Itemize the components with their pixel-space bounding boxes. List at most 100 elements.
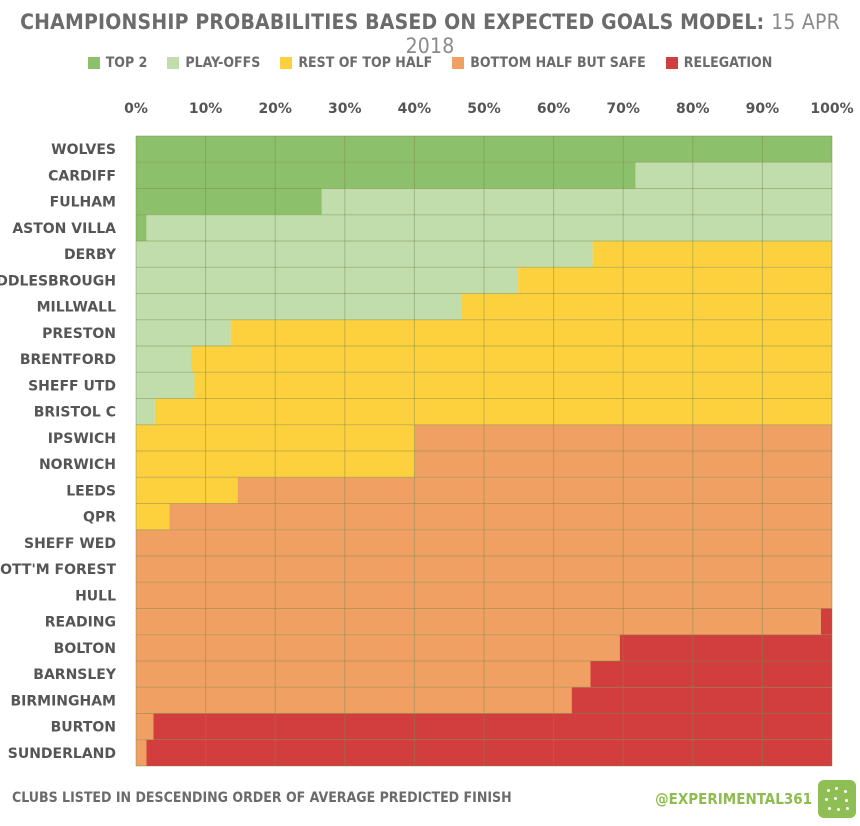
row-label-preston: PRESTON: [42, 326, 116, 342]
bar-hull-bottom-half-but-safe: [136, 582, 832, 609]
legend-label-relegation: RELEGATION: [683, 55, 773, 71]
bar-cardiff-play-offs: [635, 162, 832, 189]
bar-preston-rest-of-top-half: [230, 319, 832, 346]
legend-item-rest-top-half: REST OF TOP HALF: [280, 55, 432, 71]
experimental361-logo-icon: [818, 780, 856, 818]
row-label-reading: READING: [45, 615, 116, 631]
bar-sheff-utd-play-offs: [136, 372, 195, 399]
bar-millwall-rest-of-top-half: [461, 293, 832, 320]
bar-brentford-play-offs: [136, 346, 191, 373]
bar-bolton-relegation: [619, 634, 832, 661]
bar-bristol-c-rest-of-top-half: [154, 398, 833, 425]
x-tick-label-6: 60%: [537, 101, 571, 117]
x-tick-label-0: 0%: [124, 101, 148, 117]
x-tick-label-1: 10%: [189, 101, 223, 117]
chart-date: 15 APR 2018: [405, 10, 840, 58]
x-tick-label-10: 100%: [810, 101, 853, 117]
bar-burton-bottom-half-but-safe: [136, 713, 154, 740]
bar-sunderland-bottom-half-but-safe: [136, 739, 147, 766]
bar-reading-relegation: [820, 608, 832, 635]
legend-item-playoffs: PLAY-OFFS: [167, 55, 260, 71]
chart-title-text: CHAMPIONSHIP PROBABILITIES BASED ON EXPE…: [20, 10, 765, 34]
bar-bolton-bottom-half-but-safe: [136, 634, 620, 661]
bar-aston-villa-top-2: [136, 214, 147, 241]
legend: TOP 2 PLAY-OFFS REST OF TOP HALF BOTTOM …: [0, 55, 860, 71]
bar-preston-play-offs: [136, 319, 231, 346]
bar-norwich-bottom-half-but-safe: [414, 451, 832, 478]
row-label-cardiff: CARDIFF: [48, 168, 116, 184]
bar-nott-m-forest-bottom-half-but-safe: [136, 556, 832, 583]
bar-wolves-top-2: [136, 136, 832, 163]
bar-barnsley-relegation: [590, 661, 832, 688]
footer-note: CLUBS LISTED IN DESCENDING ORDER OF AVER…: [12, 790, 512, 806]
legend-label-rest-top-half: REST OF TOP HALF: [298, 55, 433, 71]
row-label-birmingham: BIRMINGHAM: [11, 693, 117, 709]
x-tick-label-3: 30%: [328, 101, 362, 117]
legend-swatch-bottom-half-safe: [452, 57, 465, 69]
row-label-nott-m-forest: NOTT'M FOREST: [0, 562, 116, 578]
row-label-brentford: BRENTFORD: [20, 352, 116, 368]
bar-birmingham-bottom-half-but-safe: [136, 687, 572, 714]
chart-title: CHAMPIONSHIP PROBABILITIES BASED ON EXPE…: [0, 10, 860, 58]
row-label-derby: DERBY: [64, 247, 117, 263]
bar-sheff-wed-bottom-half-but-safe: [136, 529, 832, 556]
x-tick-label-7: 70%: [606, 101, 640, 117]
legend-label-playoffs: PLAY-OFFS: [185, 55, 261, 71]
row-label-aston-villa: ASTON VILLA: [12, 221, 116, 237]
bar-leeds-bottom-half-but-safe: [237, 477, 833, 504]
bar-ipswich-bottom-half-but-safe: [414, 424, 832, 451]
row-label-barnsley: BARNSLEY: [33, 667, 117, 683]
bar-derby-play-offs: [136, 241, 593, 268]
legend-swatch-playoffs: [167, 57, 180, 69]
legend-item-relegation: RELEGATION: [665, 55, 773, 71]
bar-middlesbrough-rest-of-top-half: [518, 267, 832, 294]
legend-label-top2: TOP 2: [105, 55, 148, 71]
x-tick-label-4: 40%: [398, 101, 432, 117]
row-label-ipswich: IPSWICH: [48, 431, 116, 447]
row-label-qpr: QPR: [83, 510, 116, 526]
footer-handle[interactable]: @EXPERIMENTAL361: [655, 790, 812, 808]
row-label-wolves: WOLVES: [51, 142, 116, 158]
bar-fulham-top-2: [136, 188, 322, 215]
bar-millwall-play-offs: [136, 293, 462, 320]
legend-item-top2: TOP 2: [87, 55, 148, 71]
bar-ipswich-rest-of-top-half: [136, 424, 415, 451]
bar-norwich-rest-of-top-half: [136, 451, 415, 478]
row-label-leeds: LEEDS: [66, 483, 116, 499]
x-tick-label-2: 20%: [258, 101, 292, 117]
legend-swatch-relegation: [665, 57, 678, 69]
bar-bristol-c-play-offs: [136, 398, 155, 425]
row-label-norwich: NORWICH: [39, 457, 116, 473]
bar-barnsley-bottom-half-but-safe: [136, 661, 591, 688]
row-label-sunderland: SUNDERLAND: [8, 746, 116, 762]
bar-aston-villa-play-offs: [146, 214, 832, 241]
x-tick-label-8: 80%: [676, 101, 710, 117]
bar-cardiff-top-2: [136, 162, 636, 189]
bar-sunderland-relegation: [146, 739, 832, 766]
bar-reading-bottom-half-but-safe: [136, 608, 821, 635]
row-label-bristol-c: BRISTOL C: [34, 405, 116, 421]
row-label-sheff-wed: SHEFF WED: [24, 536, 116, 552]
row-label-sheff-utd: SHEFF UTD: [28, 378, 116, 394]
bar-sheff-utd-rest-of-top-half: [194, 372, 833, 399]
x-tick-label-9: 90%: [746, 101, 780, 117]
legend-swatch-rest-top-half: [280, 57, 293, 69]
row-label-bolton: BOLTON: [54, 641, 116, 657]
bar-fulham-play-offs: [321, 188, 832, 215]
bar-qpr-bottom-half-but-safe: [169, 503, 832, 530]
bar-derby-rest-of-top-half: [592, 241, 832, 268]
x-tick-label-5: 50%: [467, 101, 501, 117]
row-label-millwall: MILLWALL: [37, 300, 116, 316]
bar-birmingham-relegation: [571, 687, 832, 714]
row-label-fulham: FULHAM: [50, 195, 116, 211]
legend-item-bottom-half-safe: BOTTOM HALF BUT SAFE: [452, 55, 646, 71]
bar-leeds-rest-of-top-half: [136, 477, 238, 504]
row-label-burton: BURTON: [51, 720, 116, 736]
bar-burton-relegation: [153, 713, 832, 740]
legend-swatch-top2: [87, 57, 100, 69]
bar-brentford-rest-of-top-half: [190, 346, 832, 373]
row-label-middlesbrough: MIDDLESBROUGH: [0, 273, 116, 289]
row-label-hull: HULL: [75, 588, 116, 604]
bar-middlesbrough-play-offs: [136, 267, 519, 294]
